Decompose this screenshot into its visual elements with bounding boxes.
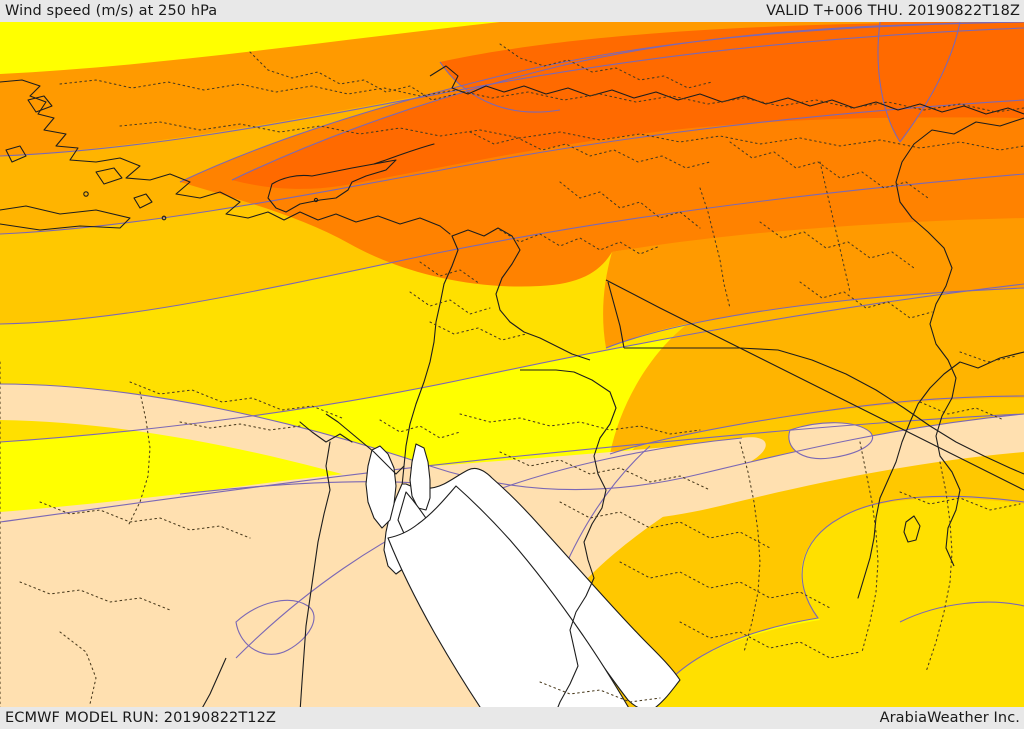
band-20-25-east bbox=[651, 494, 1024, 707]
coast-qatar bbox=[903, 515, 921, 543]
coast-crete bbox=[0, 205, 131, 231]
border-saudi-iraq-step bbox=[624, 347, 1024, 475]
coast-nile bbox=[299, 441, 331, 707]
dotted-central-2 bbox=[409, 291, 491, 315]
contour-18 bbox=[877, 22, 901, 143]
border-saudi-jordan-egypt bbox=[520, 369, 617, 707]
country-borders bbox=[202, 65, 1024, 707]
dotted-saudi-2 bbox=[499, 451, 711, 491]
island-cyprus-tail bbox=[373, 143, 435, 165]
band-lowest-sweep bbox=[0, 438, 748, 707]
contour-6 bbox=[179, 22, 1024, 183]
dotted-egypt-7 bbox=[59, 631, 97, 705]
page-title: Wind speed (m/s) at 250 hPa bbox=[5, 3, 218, 19]
dotted-turkey-4 bbox=[499, 43, 713, 89]
dotted-turkey-2 bbox=[119, 121, 1024, 151]
dotted-syria-3 bbox=[559, 181, 701, 229]
dotted-egypt-2 bbox=[127, 391, 151, 527]
dotted-saudi-8 bbox=[925, 461, 953, 673]
dotted-saudi-7 bbox=[859, 441, 879, 653]
island-cyprus bbox=[267, 159, 397, 213]
sea-red-sea-body bbox=[387, 485, 629, 707]
speck-1 bbox=[83, 191, 89, 197]
border-israel-egypt-sinai bbox=[325, 413, 405, 475]
contour-8 bbox=[0, 383, 1024, 491]
coast-greek-islands-3 bbox=[133, 193, 153, 209]
contour-17 bbox=[235, 599, 315, 655]
dotted-turkey-3 bbox=[249, 51, 457, 101]
dotted-egypt-6 bbox=[19, 581, 171, 611]
dotted-yemen bbox=[539, 681, 661, 703]
border-egypt-sudan bbox=[202, 657, 227, 707]
dotted-gulf-2 bbox=[919, 401, 1005, 421]
coastlines bbox=[0, 79, 1024, 707]
dotted-iraq-2 bbox=[759, 221, 915, 269]
coast-greek-islands-1 bbox=[27, 95, 53, 113]
border-iran-iraq bbox=[895, 117, 1024, 567]
valid-time-label: VALID T+006 THU. 20190822T18Z bbox=[766, 3, 1020, 19]
coast-turkey-south bbox=[247, 211, 451, 235]
dotted-syria-1 bbox=[469, 131, 711, 169]
provider-label: ArabiaWeather Inc. bbox=[879, 710, 1020, 726]
dotted-saudi-1 bbox=[459, 413, 701, 435]
contour-7 bbox=[231, 22, 1024, 181]
border-syria-lebanon-israel bbox=[451, 227, 591, 361]
band-30-35-east bbox=[610, 288, 1024, 454]
dotted-egypt-1 bbox=[129, 381, 343, 419]
band-35-40-east bbox=[603, 216, 1024, 348]
dotted-central-3 bbox=[419, 261, 481, 285]
contour-10 bbox=[609, 395, 1024, 455]
dotted-syria-2 bbox=[499, 229, 661, 255]
internal-borders bbox=[0, 43, 1024, 707]
border-jordan-saudi-straight bbox=[605, 279, 1024, 491]
sea-gulf-aqaba bbox=[409, 443, 431, 511]
dotted-uae bbox=[899, 491, 1021, 511]
contour-20 bbox=[439, 61, 561, 113]
dotted-turkey-1 bbox=[59, 79, 1024, 113]
header-bar: Wind speed (m/s) at 250 hPa VALID T+006 … bbox=[0, 0, 1024, 22]
contour-3 bbox=[0, 173, 1024, 325]
dotted-sinai bbox=[379, 419, 461, 439]
dotted-central-1 bbox=[429, 321, 527, 341]
border-jordan-iraq bbox=[607, 281, 625, 349]
model-run-label: ECMWF MODEL RUN: 20190822T12Z bbox=[5, 710, 276, 726]
contour-9 bbox=[605, 287, 1024, 349]
contour-5 bbox=[0, 413, 1024, 523]
band-lowest-patch-1 bbox=[788, 422, 873, 459]
speck-2 bbox=[161, 215, 167, 221]
speck-3 bbox=[313, 197, 319, 203]
coast-levant bbox=[401, 235, 459, 487]
map-canvas[interactable] bbox=[0, 22, 1024, 707]
windspeed-bands bbox=[0, 22, 1024, 707]
dotted-iraq-5 bbox=[819, 161, 851, 293]
coast-aegean bbox=[0, 79, 249, 219]
contour-19 bbox=[899, 22, 961, 143]
contour-4 bbox=[0, 283, 1024, 443]
band-45-50-right bbox=[878, 22, 960, 142]
band-35-40 bbox=[0, 22, 1024, 156]
border-turkey-syria-iraq bbox=[429, 65, 1024, 115]
contour-2 bbox=[0, 99, 1024, 235]
coast-greek-islands-2 bbox=[95, 167, 123, 185]
dotted-egypt-3 bbox=[179, 421, 301, 431]
dotted-saudi-6 bbox=[739, 441, 761, 653]
weather-map-svg bbox=[0, 22, 1024, 707]
dotted-egypt-5 bbox=[39, 501, 251, 539]
footer-bar: ECMWF MODEL RUN: 20190822T12Z ArabiaWeat… bbox=[0, 707, 1024, 729]
contour-12 bbox=[651, 495, 1024, 707]
coast-nile-delta bbox=[299, 421, 353, 443]
coast-persian-gulf bbox=[857, 351, 1024, 599]
coast-greek-islands-4 bbox=[5, 145, 27, 163]
contour-1 bbox=[0, 27, 1024, 157]
band-lowest-upper bbox=[0, 384, 1024, 523]
contour-13 bbox=[899, 601, 1024, 623]
island-specks bbox=[83, 191, 319, 221]
band-20-25-east-lobe bbox=[900, 602, 1024, 662]
dotted-gulf-1 bbox=[959, 351, 1017, 363]
dotted-iraq-4 bbox=[699, 187, 731, 309]
contour-16 bbox=[788, 422, 873, 460]
